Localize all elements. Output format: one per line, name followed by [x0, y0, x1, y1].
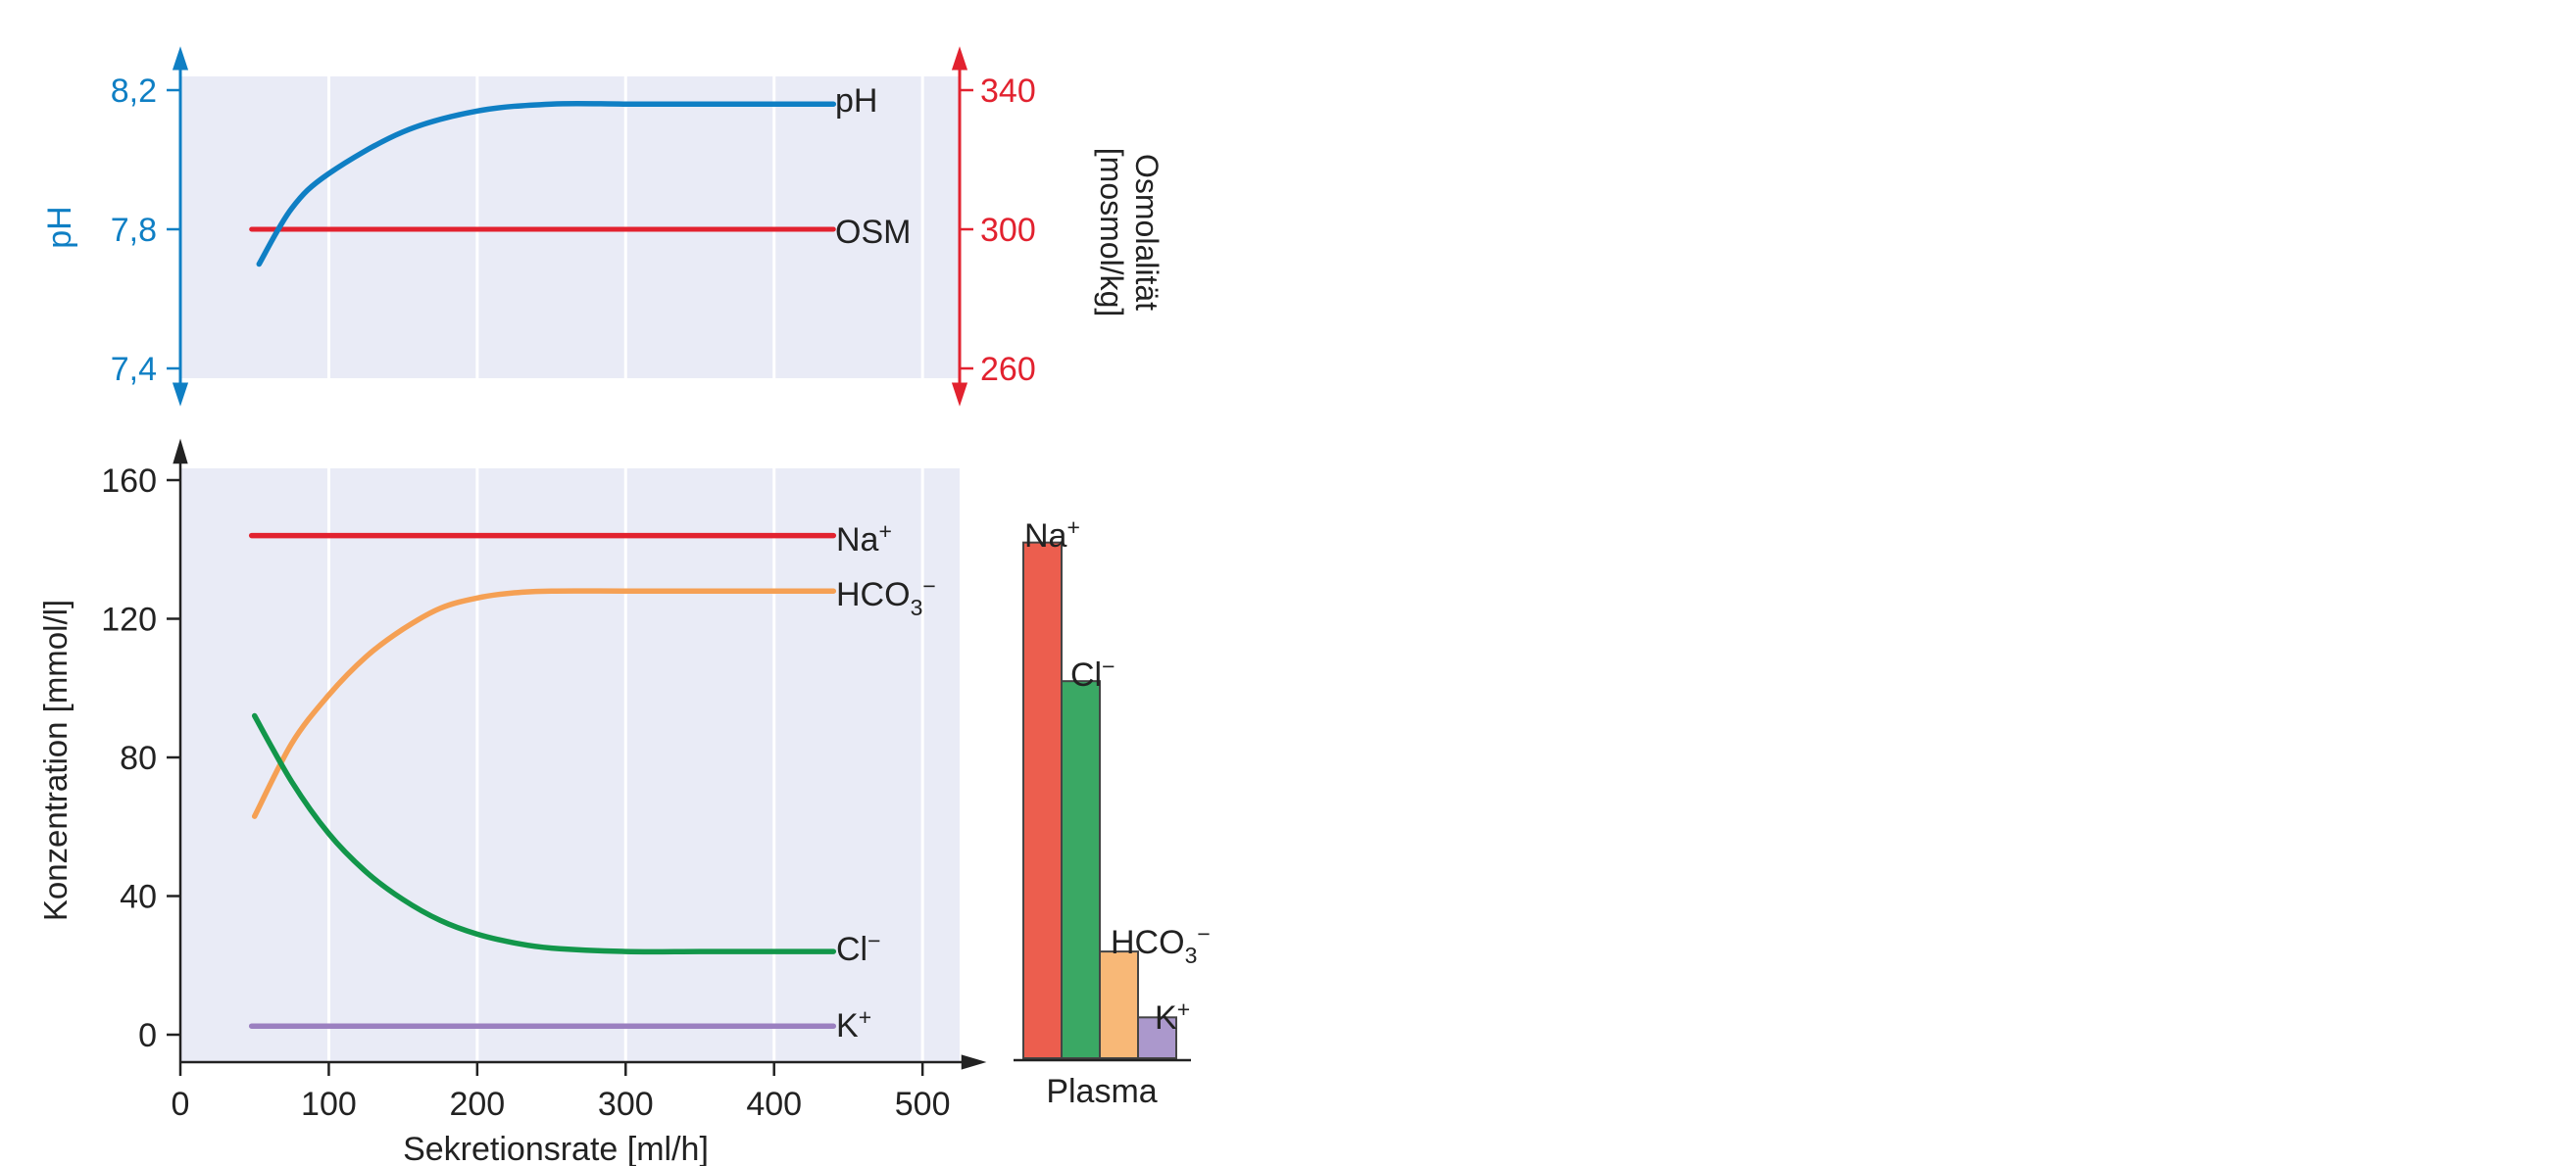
- k-series-label: K+: [836, 1004, 871, 1045]
- plasma-bar-label-k: K+: [1155, 996, 1190, 1037]
- concentration-tick-label: 80: [120, 740, 157, 777]
- plasma-bar-label-hco3: HCO3−: [1111, 921, 1211, 968]
- plasma-bar-panel: Plasma Na+ Cl− HCO3− K+: [1014, 514, 1211, 1110]
- osmolality-axis-arrow-down: [951, 382, 968, 407]
- secretion-rate-tick-label: 400: [746, 1086, 802, 1123]
- concentration-panel: 0 40 80 120 160 0 100 200 300 400 500 Konzentrati…: [37, 438, 987, 1166]
- na-series-label: Na+: [836, 518, 892, 559]
- plasma-x-label: Plasma: [1046, 1073, 1157, 1110]
- plasma-bars: [1022, 541, 1177, 1059]
- plasma-bar-label-na: Na+: [1024, 514, 1080, 555]
- ph-panel-series: [249, 100, 837, 267]
- osmolality-axis-ticks: 260 300 340: [960, 73, 1036, 388]
- ph-osm-panel: 7,4 7,8 8,2 pH 260 300 340 Osmolalität [mosm…: [41, 46, 1164, 407]
- secretion-rate-x-axis-arrow: [961, 1054, 987, 1070]
- secretion-rate-tick-label: 0: [172, 1086, 190, 1123]
- plasma-bar-na: [1022, 541, 1063, 1059]
- concentration-y-axis-label: Konzentration [mmol/l]: [37, 600, 74, 921]
- ph-tick-label: 8,2: [111, 73, 157, 110]
- concentration-panel-gridlines: [326, 468, 924, 1062]
- plasma-bar-cl: [1061, 680, 1101, 1059]
- osmolality-tick-label: 300: [980, 212, 1036, 249]
- ph-tick-label: 7,8: [111, 212, 157, 249]
- secretion-rate-x-axis-ticks: 0 100 200 300 400 500: [172, 1062, 951, 1123]
- secretion-rate-tick-label: 500: [895, 1086, 951, 1123]
- concentration-tick-label: 120: [101, 602, 157, 639]
- concentration-tick-label: 40: [120, 879, 157, 916]
- concentration-y-axis-ticks: 0 40 80 120 160: [101, 462, 180, 1054]
- concentration-tick-label: 0: [138, 1017, 157, 1054]
- osmolality-axis-label: Osmolalität [mosmol/kg]: [1094, 148, 1164, 316]
- ph-tick-label: 7,4: [111, 351, 157, 388]
- osmolality-axis-arrow-up: [951, 46, 968, 71]
- secretion-rate-tick-label: 300: [598, 1086, 654, 1123]
- svg-text:[mosmol/kg]: [mosmol/kg]: [1094, 148, 1129, 316]
- concentration-tick-label: 160: [101, 462, 157, 500]
- osmolality-axis: 260 300 340 Osmolalität [mosmol/kg]: [951, 46, 1164, 407]
- concentration-panel-background: [180, 468, 960, 1062]
- ph-axis-ticks: 7,4 7,8 8,2: [111, 73, 180, 388]
- cl-series-label: Cl−: [836, 928, 881, 968]
- osmolality-tick-label: 340: [980, 73, 1036, 110]
- secretion-rate-tick-label: 200: [449, 1086, 505, 1123]
- hco3-series-label: HCO3−: [836, 573, 936, 620]
- plasma-bar-k: [1137, 1016, 1177, 1059]
- ph-series-line: [256, 100, 837, 267]
- concentration-y-axis-arrow: [173, 438, 188, 464]
- ph-axis-arrow-down: [172, 382, 189, 407]
- ph-series-label: pH: [835, 82, 877, 120]
- ph-axis: 7,4 7,8 8,2 pH: [41, 46, 189, 407]
- osmolality-tick-label: 260: [980, 351, 1036, 388]
- ph-axis-label: pH: [41, 206, 78, 248]
- ph-axis-arrow-up: [172, 46, 189, 71]
- cl-series-line: [251, 712, 837, 955]
- secretion-rate-x-axis-label: Sekretionsrate [ml/h]: [403, 1131, 709, 1166]
- plasma-bar-label-cl: Cl−: [1070, 654, 1115, 694]
- plasma-bar-hco3: [1099, 950, 1139, 1059]
- svg-text:Osmolalität: Osmolalität: [1129, 154, 1164, 311]
- hco3-series-line: [251, 588, 837, 819]
- secretion-rate-tick-label: 100: [301, 1086, 357, 1123]
- osm-series-label: OSM: [835, 214, 911, 251]
- concentration-panel-series: [248, 532, 837, 1029]
